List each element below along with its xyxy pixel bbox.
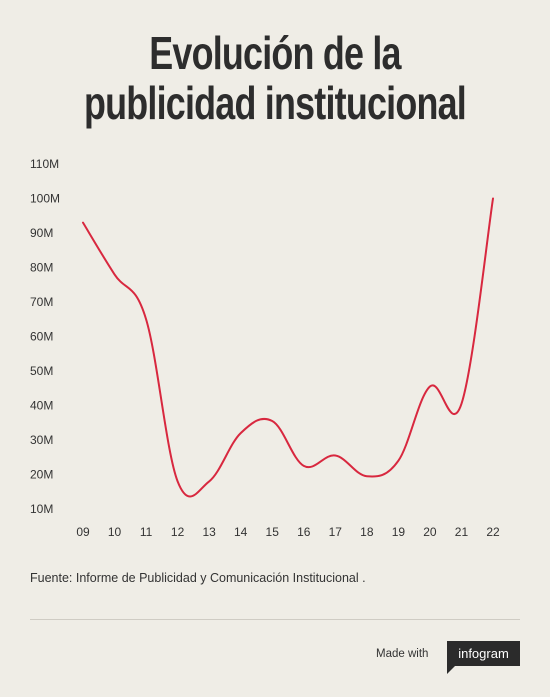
data-point[interactable] <box>204 476 214 486</box>
data-point[interactable] <box>393 456 403 466</box>
data-point[interactable] <box>456 399 466 409</box>
x-tick-label: 18 <box>360 525 374 539</box>
x-tick-label: 10 <box>108 525 122 539</box>
x-tick-label: 13 <box>202 525 216 539</box>
chart-title-line-1: Evolución de la <box>149 27 401 79</box>
made-with-label: Made with <box>376 648 429 660</box>
data-point[interactable] <box>141 314 151 324</box>
x-tick-label: 19 <box>392 525 406 539</box>
x-tick-label: 15 <box>266 525 280 539</box>
data-point[interactable] <box>362 471 372 481</box>
y-tick-label: 20M <box>30 468 53 482</box>
y-tick-label: 60M <box>30 330 53 344</box>
x-tick-label: 22 <box>486 525 500 539</box>
infogram-logo-tail <box>447 666 455 674</box>
x-tick-label: 09 <box>76 525 90 539</box>
y-tick-label: 70M <box>30 295 53 309</box>
y-axis: 10M 20M 30M 40M 50M 60M 70M 80M 90M 100M 110M <box>30 157 60 516</box>
footer-divider <box>30 619 520 620</box>
y-tick-label: 110M <box>30 157 59 171</box>
y-tick-label: 100M <box>30 192 60 206</box>
series-line <box>82 197 494 498</box>
data-point[interactable] <box>330 451 340 461</box>
x-tick-label: 11 <box>140 525 153 539</box>
data-point[interactable] <box>299 461 309 471</box>
source-note: Fuente: Informe de Publicidad y Comunica… <box>30 571 366 585</box>
x-tick-label: 20 <box>423 525 437 539</box>
y-tick-label: 40M <box>30 399 53 413</box>
x-tick-label: 21 <box>455 525 469 539</box>
x-tick-label: 16 <box>297 525 311 539</box>
data-point[interactable] <box>236 428 246 438</box>
x-tick-label: 12 <box>171 525 185 539</box>
data-point[interactable] <box>267 416 277 426</box>
x-tick-label: 17 <box>329 525 343 539</box>
y-tick-label: 80M <box>30 261 53 275</box>
data-point[interactable] <box>78 218 88 228</box>
x-axis: 09 10 11 12 13 14 15 16 17 18 19 20 21 22 <box>76 525 500 539</box>
series-group <box>78 194 498 498</box>
x-tick-label: 14 <box>234 525 248 539</box>
y-tick-label: 90M <box>30 226 53 240</box>
data-point[interactable] <box>173 476 183 486</box>
data-point[interactable] <box>488 194 498 204</box>
line-chart: 10M 20M 30M 40M 50M 60M 70M 80M 90M 100M 110M 09 10… <box>30 157 500 539</box>
infogram-logo[interactable]: infogram <box>447 641 520 666</box>
data-point[interactable] <box>425 382 435 392</box>
y-tick-label: 30M <box>30 433 53 447</box>
chart-title-line-2: publicidad institucional <box>84 77 467 129</box>
data-point[interactable] <box>110 269 120 279</box>
chart-title: Evolución de la publicidad institucional <box>61 28 490 128</box>
y-tick-label: 10M <box>30 502 53 516</box>
y-tick-label: 50M <box>30 364 53 378</box>
